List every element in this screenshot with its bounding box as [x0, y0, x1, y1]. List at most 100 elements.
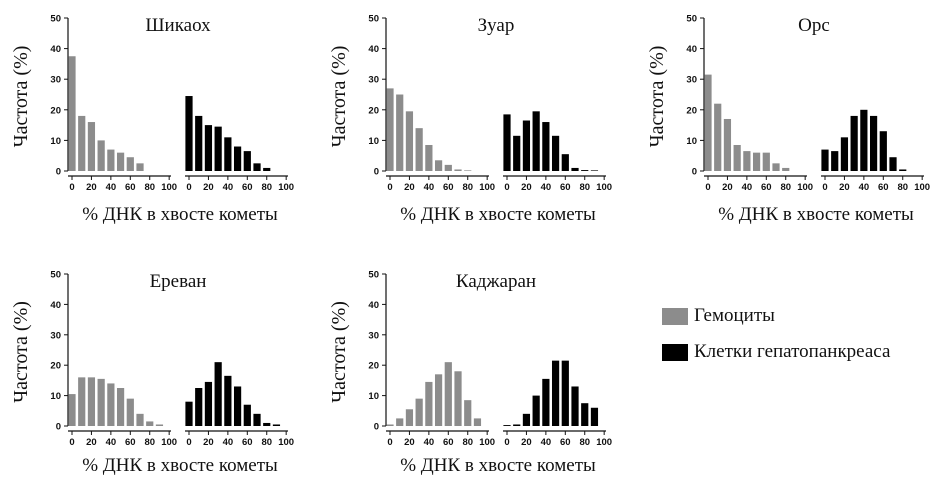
- x-tick-label: 60: [125, 437, 136, 448]
- chart-shikaokh: Шикаох 0 10 20 30 40 50 Частота (%) 0 20 40 60 80 100…: [10, 14, 294, 226]
- bar-hemocytes: [97, 140, 105, 171]
- bar-hepatopancreas: [513, 424, 521, 426]
- bar-hepatopancreas: [581, 170, 589, 171]
- y-tick-label: 0: [692, 167, 697, 178]
- x-tick-label: 0: [504, 437, 509, 448]
- bar-hemocytes: [464, 400, 472, 426]
- bar-hemocytes: [87, 122, 96, 171]
- x-tick-label: 100: [479, 182, 495, 193]
- bar-hepatopancreas: [561, 360, 569, 426]
- x-tick-label: 80: [261, 437, 272, 448]
- chart-panel-1: Шикаох 0 10 20 30 40 50 Частота (%) 0 20 40 60 80 100…: [0, 0, 310, 240]
- x-tick-label: 60: [443, 182, 454, 193]
- chart-title: Ереван: [150, 271, 207, 292]
- chart-zuar: Зуар 0 10 20 30 40 50 Частота (%) 0 20 40 60 80 100 0 2…: [328, 14, 612, 226]
- chart-ors: Орс 0 10 20 30 40 50 Частота (%) 0 20 40 60 80 100 0 20…: [646, 14, 930, 226]
- bar-hepatopancreas: [195, 388, 203, 426]
- y-tick-label: 20: [50, 105, 61, 116]
- x-tick-label: 60: [125, 182, 136, 193]
- x-tick-label: 100: [596, 437, 612, 448]
- y-tick-label: 10: [368, 136, 379, 147]
- bar-hemocytes: [454, 169, 462, 171]
- y-axis-label: Частота (%): [328, 301, 350, 403]
- bar-hepatopancreas: [513, 135, 521, 171]
- y-tick-label: 30: [50, 75, 61, 86]
- bar-hepatopancreas: [243, 404, 251, 426]
- x-tick-label: 40: [541, 437, 552, 448]
- bar-hemocytes: [68, 394, 76, 426]
- y-tick-label: 40: [686, 44, 697, 55]
- y-tick-label: 20: [686, 105, 697, 116]
- bar-hemocytes: [464, 170, 472, 171]
- bar-hemocytes: [752, 152, 761, 171]
- y-tick-label: 30: [368, 330, 379, 341]
- bar-hepatopancreas: [860, 109, 868, 171]
- bar-hepatopancreas: [233, 386, 242, 426]
- y-tick-label: 30: [686, 75, 697, 86]
- y-axis-label: Частота (%): [646, 46, 668, 148]
- chart-panel-2: Зуар 0 10 20 30 40 50 Частота (%) 0 20 40 60 80 100 0 2…: [318, 0, 628, 240]
- bar-hepatopancreas: [522, 120, 531, 171]
- bar-hemocytes: [723, 118, 732, 171]
- bar-hepatopancreas: [263, 167, 271, 171]
- bar-hepatopancreas: [571, 386, 579, 426]
- y-tick-label: 50: [50, 270, 61, 281]
- x-axis-label: % ДНК в хвосте кометы: [82, 204, 278, 225]
- x-tick-label: 80: [462, 182, 473, 193]
- bar-hemocytes: [126, 157, 134, 171]
- x-tick-label: 40: [859, 182, 870, 193]
- x-tick-label: 0: [387, 182, 392, 193]
- y-axis-label: Частота (%): [328, 46, 350, 148]
- x-tick-label: 60: [560, 182, 571, 193]
- x-tick-label: 80: [261, 182, 272, 193]
- x-tick-label: 0: [186, 437, 191, 448]
- y-tick-label: 40: [50, 44, 61, 55]
- chart-kajaran: Каджаран 0 10 20 30 40 50 Частота (%) 0 20 40 60 80 1…: [328, 270, 612, 477]
- bar-hemocytes: [155, 424, 164, 426]
- bar-hepatopancreas: [214, 126, 222, 171]
- y-tick-label: 40: [368, 300, 379, 311]
- x-tick-label: 0: [69, 437, 74, 448]
- y-tick-label: 10: [50, 391, 61, 402]
- y-tick-label: 0: [374, 422, 379, 433]
- bar-hepatopancreas: [821, 149, 829, 171]
- bar-hemocytes: [415, 128, 423, 171]
- y-tick-label: 20: [368, 105, 379, 116]
- bar-hepatopancreas: [204, 125, 213, 171]
- bar-hepatopancreas: [561, 154, 569, 171]
- bar-hepatopancreas: [253, 413, 261, 426]
- x-tick-label: 20: [86, 182, 97, 193]
- y-axis-label: Частота (%): [10, 46, 32, 148]
- bar-hemocytes: [386, 88, 394, 171]
- bar-hepatopancreas: [831, 151, 839, 171]
- x-tick-label: 40: [742, 182, 753, 193]
- x-tick-label: 0: [387, 437, 392, 448]
- bar-hepatopancreas: [185, 96, 193, 171]
- x-tick-label: 100: [161, 182, 177, 193]
- bar-hemocytes: [473, 418, 482, 426]
- bar-hepatopancreas: [233, 146, 242, 171]
- bar-hepatopancreas: [889, 157, 897, 171]
- x-tick-label: 80: [780, 182, 791, 193]
- bar-hemocytes: [444, 164, 452, 171]
- x-tick-label: 80: [462, 437, 473, 448]
- y-tick-label: 0: [56, 422, 61, 433]
- x-tick-label: 60: [878, 182, 889, 193]
- x-tick-label: 60: [242, 182, 253, 193]
- y-tick-label: 50: [368, 14, 379, 25]
- bar-hemocytes: [146, 421, 154, 426]
- bar-hepatopancreas: [263, 422, 271, 426]
- chart-title: Орс: [798, 15, 830, 36]
- bar-hemocytes: [743, 151, 751, 171]
- bar-hemocytes: [405, 409, 414, 426]
- y-tick-label: 10: [686, 136, 697, 147]
- x-tick-label: 100: [596, 182, 612, 193]
- chart-yerevan: Ереван 0 10 20 30 40 50 Частота (%) 0 20 40 60 80 100…: [10, 270, 294, 477]
- legend-swatch-hemocytes: [662, 307, 688, 325]
- x-tick-label: 20: [839, 182, 850, 193]
- bar-hepatopancreas: [253, 163, 261, 171]
- x-tick-label: 100: [797, 182, 813, 193]
- x-tick-label: 20: [521, 182, 532, 193]
- chart-legend: Гемоциты Клетки гепатопанкреаса: [662, 298, 890, 370]
- x-tick-label: 0: [69, 182, 74, 193]
